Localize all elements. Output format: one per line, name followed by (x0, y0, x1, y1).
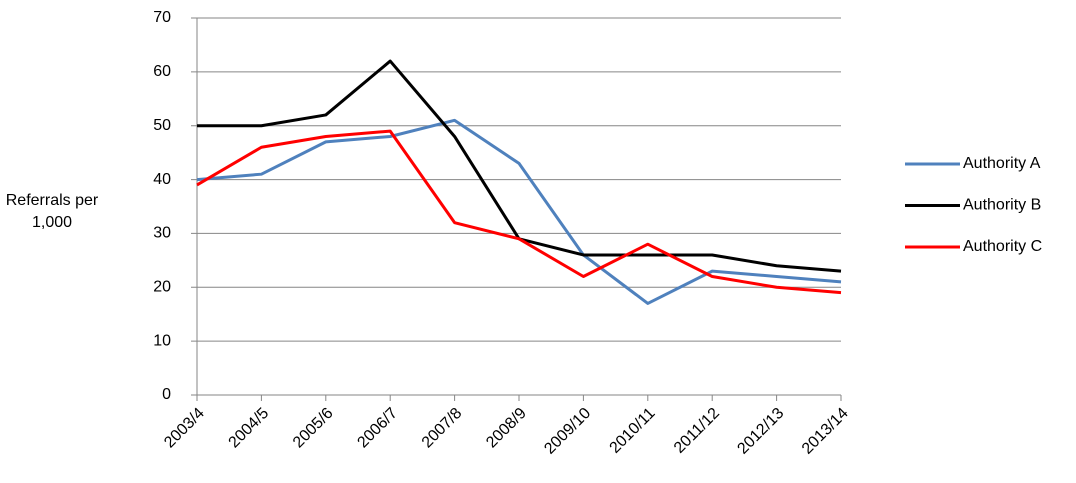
y-tick-label: 40 (153, 171, 171, 188)
x-tick-label: 2011/12 (671, 405, 723, 457)
x-tick-label: 2009/10 (541, 405, 594, 458)
series-line (196, 118, 842, 305)
y-tick-label: 20 (153, 279, 171, 296)
legend-label: Authority A (963, 155, 1041, 172)
y-tick-label: 0 (162, 386, 171, 403)
series-line (196, 129, 842, 295)
legend-label: Authority C (963, 238, 1042, 255)
y-axis-label: Referrals per 1,000 (5, 192, 99, 231)
x-tick-label: 2007/8 (419, 405, 466, 452)
x-tick-label: 2010/11 (607, 405, 659, 457)
x-tick-label: 2004/5 (226, 405, 273, 452)
legend-label: Authority B (963, 197, 1041, 214)
y-tick-label: 10 (153, 332, 171, 349)
x-tick-label: 2006/7 (354, 405, 401, 452)
x-tick-label: 2012/13 (734, 405, 787, 458)
y-tick-label: 60 (153, 63, 171, 80)
x-tick-label: 2013/14 (799, 405, 852, 458)
y-tick-label: 70 (153, 9, 171, 26)
x-tick-label: 2005/6 (290, 405, 337, 452)
y-tick-label: 30 (153, 225, 171, 242)
x-tick-label: 2003/4 (161, 405, 208, 452)
y-tick-label: 50 (153, 117, 171, 134)
x-tick-label: 2008/9 (483, 405, 530, 452)
